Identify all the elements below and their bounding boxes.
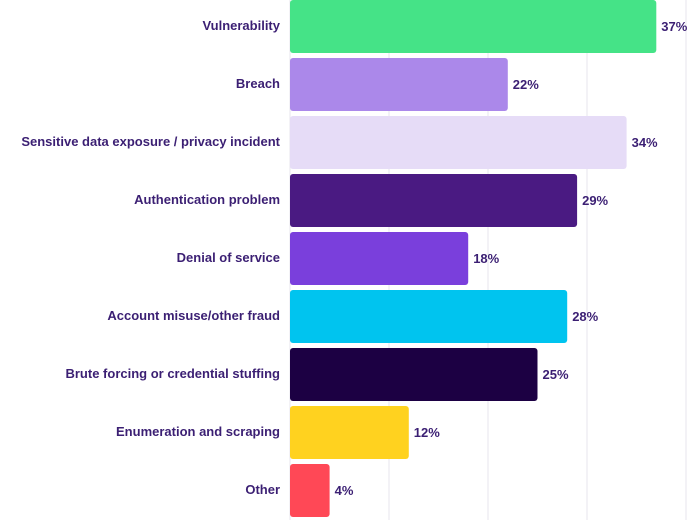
category-label: Authentication problem <box>134 192 280 207</box>
category-label: Other <box>245 482 280 497</box>
labels: Vulnerability 37% Breach 22% Sensitive data … <box>21 18 687 498</box>
category-label: Breach <box>236 76 280 91</box>
category-label: Sensitive data exposure / privacy incide… <box>21 134 280 149</box>
value-label: 25% <box>543 367 569 382</box>
value-label: 34% <box>632 135 658 150</box>
value-label: 12% <box>414 425 440 440</box>
value-label: 28% <box>572 309 598 324</box>
bar <box>290 174 578 227</box>
category-label: Denial of service <box>177 250 280 265</box>
bar <box>290 290 568 343</box>
bar <box>290 116 627 169</box>
bar <box>290 0 657 53</box>
bar <box>290 58 508 111</box>
bars <box>290 0 657 517</box>
value-label: 22% <box>513 77 539 92</box>
value-label: 18% <box>473 251 499 266</box>
bar <box>290 348 538 401</box>
bar <box>290 232 469 285</box>
value-label: 4% <box>335 483 354 498</box>
category-label: Vulnerability <box>202 18 280 33</box>
value-label: 37% <box>661 19 687 34</box>
category-label: Brute forcing or credential stuffing <box>65 366 280 381</box>
bar <box>290 406 409 459</box>
category-label: Account misuse/other fraud <box>107 308 280 323</box>
category-label: Enumeration and scraping <box>116 424 280 439</box>
bar <box>290 464 330 517</box>
value-label: 29% <box>582 193 608 208</box>
